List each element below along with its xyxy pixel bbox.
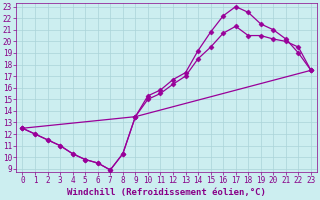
X-axis label: Windchill (Refroidissement éolien,°C): Windchill (Refroidissement éolien,°C) <box>67 188 266 197</box>
